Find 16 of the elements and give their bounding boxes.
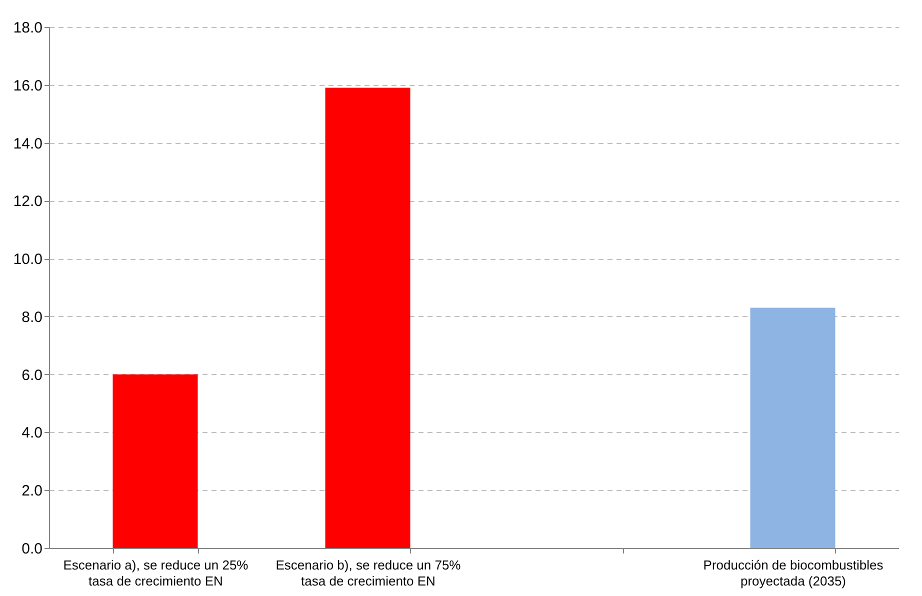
y-tick-label: 12.0 xyxy=(13,193,42,210)
y-tick-label: 2.0 xyxy=(22,482,42,500)
x-tick-label: Escenario a), se reduce un 25% tasa de crecimiento EN xyxy=(63,558,249,588)
y-tick-label: 0.0 xyxy=(22,540,42,558)
y-tick-label: 4.0 xyxy=(22,424,42,442)
y-tick-label: 8.0 xyxy=(22,308,42,326)
bar xyxy=(750,308,836,548)
y-tick-label: 18.0 xyxy=(13,20,42,36)
y-tick-label: 6.0 xyxy=(22,366,42,384)
bar xyxy=(112,374,198,548)
x-tick-label: Escenario b), se reduce un 75% tasa de crecimiento EN xyxy=(276,558,462,588)
x-tick-label: Producción de biocombustibles proyectada (2035) xyxy=(703,558,884,588)
y-tick-label: 16.0 xyxy=(13,77,42,94)
bar xyxy=(325,88,410,548)
y-tick-label: 14.0 xyxy=(13,135,42,152)
y-tick-label: 10.0 xyxy=(13,251,42,268)
